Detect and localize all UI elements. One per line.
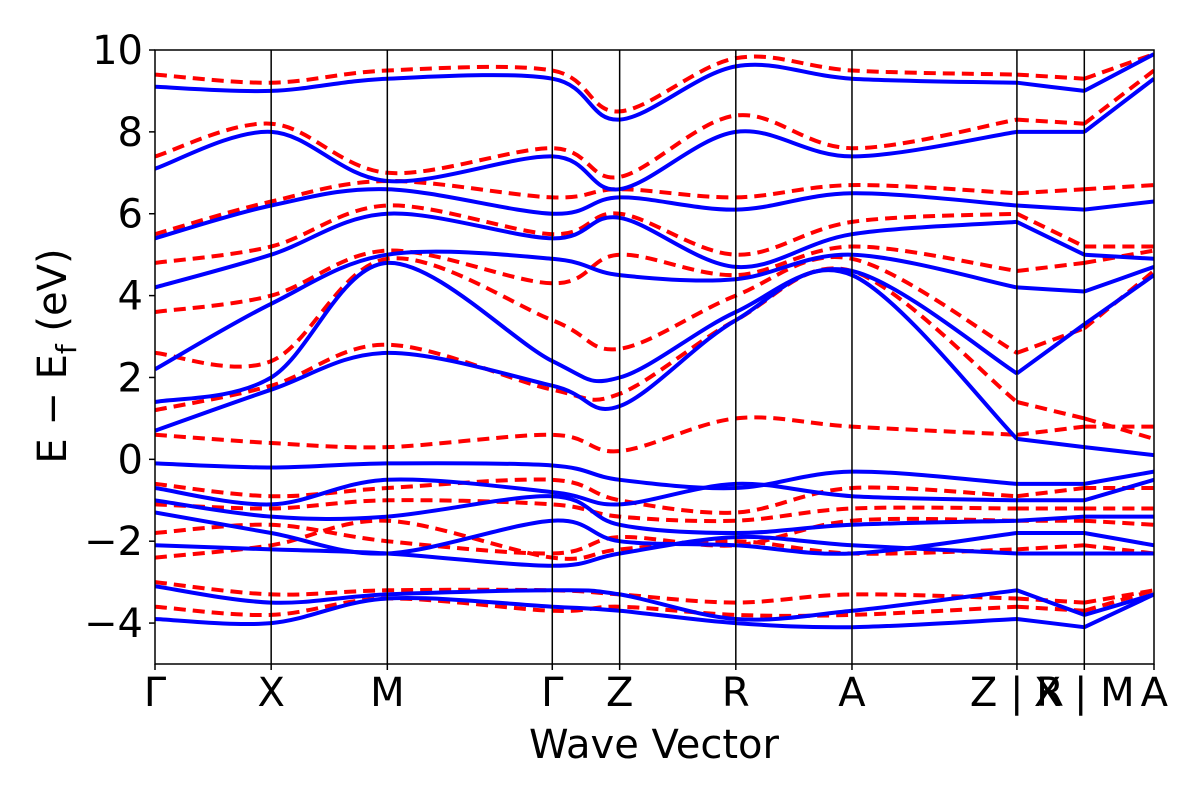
band-blue-13-seg-2 [1083,52,1154,93]
band-blue-13-seg-1 [1016,80,1085,93]
band-blue-5-seg-1 [1016,588,1085,617]
band-red-10-seg-0 [155,203,1018,265]
band-blue-12-seg-0 [155,129,1018,192]
y-tick-label-7: 10 [92,28,143,74]
band-blue-10-seg-2 [1084,252,1154,261]
y-tick-label-0: −4 [84,601,143,647]
x-tick-label-0: Γ [144,670,167,716]
band-red-9-seg-2 [1083,248,1154,265]
x-tick-label-5: R [722,670,750,716]
band-red-7-seg-2 [1083,416,1154,441]
band-blue-10-seg-0 [155,211,1018,290]
y-tick-label-2: 0 [118,437,143,483]
band-red-4-seg-1 [1016,543,1085,552]
x-tick-label-8: X | M [1034,670,1135,716]
band-red-12-seg-2 [1083,68,1154,126]
band-red-11-seg-2 [1084,183,1154,192]
band-red-3-seg-2 [1084,518,1154,527]
band-blue-12-seg-2 [1083,77,1154,134]
band-blue-8-seg-1 [1015,322,1086,376]
x-tick-label-4: Z [606,670,633,716]
band-red-8-seg-1 [1016,326,1085,355]
y-tick-label-5: 6 [118,192,143,238]
band-blue-8-seg-2 [1083,273,1154,326]
band-red-5-seg-1 [1016,596,1085,605]
band-blue-2-seg-1 [1016,514,1085,523]
band-red-0-seg-1 [1016,424,1085,437]
band-blue-11-seg-1 [1016,203,1085,212]
band-blue-11-seg-2 [1084,199,1154,212]
band-red-12-seg-0 [155,113,1018,180]
band-red-10-seg-1 [1016,211,1086,249]
y-axis-ticks: −4 −2 0 2 4 6 8 10 [84,28,155,647]
band-red-6-seg-2 [1083,588,1154,613]
kpoint-lines [270,50,1086,664]
x-axis-label: Wave Vector [529,722,780,768]
x-tick-label-7: Z | R [970,670,1064,716]
y-tick-label-3: 2 [118,355,143,401]
band-red-13-seg-2 [1083,52,1154,81]
y-axis-label-unit: (eV) [30,248,76,344]
band-red-13-seg-1 [1016,72,1085,81]
band-red-9-seg-0 [155,244,1018,314]
y-axis-label: E − Ef (eV) [30,248,83,463]
band-red-7-seg-1 [1016,400,1085,421]
y-axis-label-main: E − E [30,354,76,464]
band-blue-10-seg-1 [1016,220,1086,257]
x-tick-label-6: A [838,670,866,716]
x-tick-label-2: M [370,670,405,716]
band-blue-6-seg-1 [1016,617,1085,630]
band-blue-0-seg-2 [1083,469,1154,486]
band-blue-6-seg-2 [1083,592,1154,630]
y-tick-label-1: −2 [84,519,143,565]
band-red-11-seg-1 [1016,187,1085,196]
band-red-9-seg-1 [1016,260,1085,273]
y-axis-label-subscript: f [50,343,83,354]
band-red-6-seg-1 [1016,604,1085,613]
plot-frame [154,49,1155,665]
x-tick-label-9: A [1141,670,1169,716]
y-tick-label-6: 8 [118,110,143,156]
band-red-1-seg-1 [1016,486,1085,499]
band-blue-1-seg-2 [1083,477,1154,503]
band-blue-9-seg-1 [1016,285,1085,294]
band-blue-7-seg-1 [1016,436,1085,450]
band-blue-7-seg-2 [1084,445,1154,458]
x-tick-label-3: Γ [541,670,564,716]
band-blue-9-seg-2 [1083,265,1154,294]
band-red-12-seg-1 [1016,117,1085,126]
x-tick-label-1: X [257,670,284,716]
y-tick-label-4: 4 [118,274,143,320]
band-blue-3-seg-2 [1083,531,1154,548]
